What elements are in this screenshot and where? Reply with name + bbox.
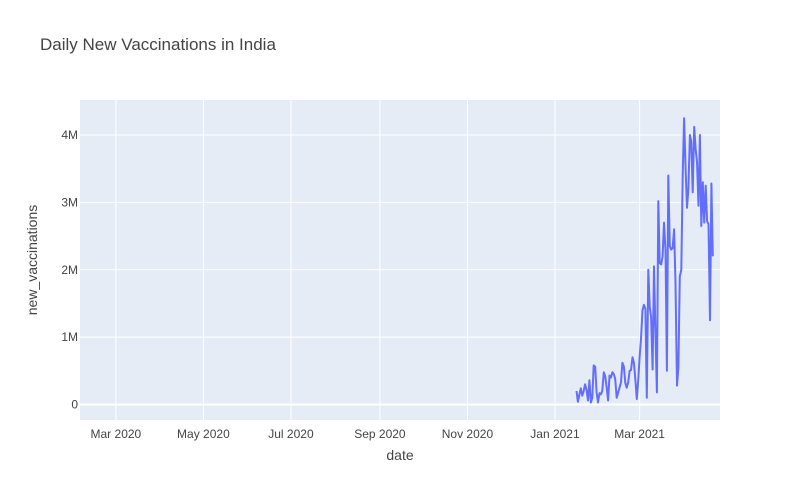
x-tick-label: Nov 2020 [442, 427, 494, 441]
y-tick-label: 4M [61, 128, 78, 142]
series-line [575, 117, 714, 404]
gridlines [80, 100, 720, 420]
y-axis-title: new_vaccinations [24, 205, 40, 316]
y-tick-label: 0 [71, 398, 78, 412]
plot-background [80, 100, 720, 420]
x-tick-label: Mar 2020 [91, 427, 142, 441]
x-tick-label: Sep 2020 [354, 427, 406, 441]
y-axis-ticks: 0 1M 2M 3M 4M [61, 128, 78, 411]
y-tick-label: 2M [61, 263, 78, 277]
chart-title: Daily New Vaccinations in India [40, 35, 276, 54]
x-tick-label: May 2020 [177, 427, 230, 441]
x-tick-label: Mar 2021 [614, 427, 665, 441]
y-tick-label: 1M [61, 330, 78, 344]
x-axis-ticks: Mar 2020 May 2020 Jul 2020 Sep 2020 Nov 2020… [91, 427, 666, 441]
x-tick-label: Jul 2020 [268, 427, 314, 441]
y-tick-label: 3M [61, 195, 78, 209]
series-layer [575, 117, 714, 404]
x-tick-label: Jan 2021 [530, 427, 580, 441]
x-axis-title: date [386, 447, 413, 463]
